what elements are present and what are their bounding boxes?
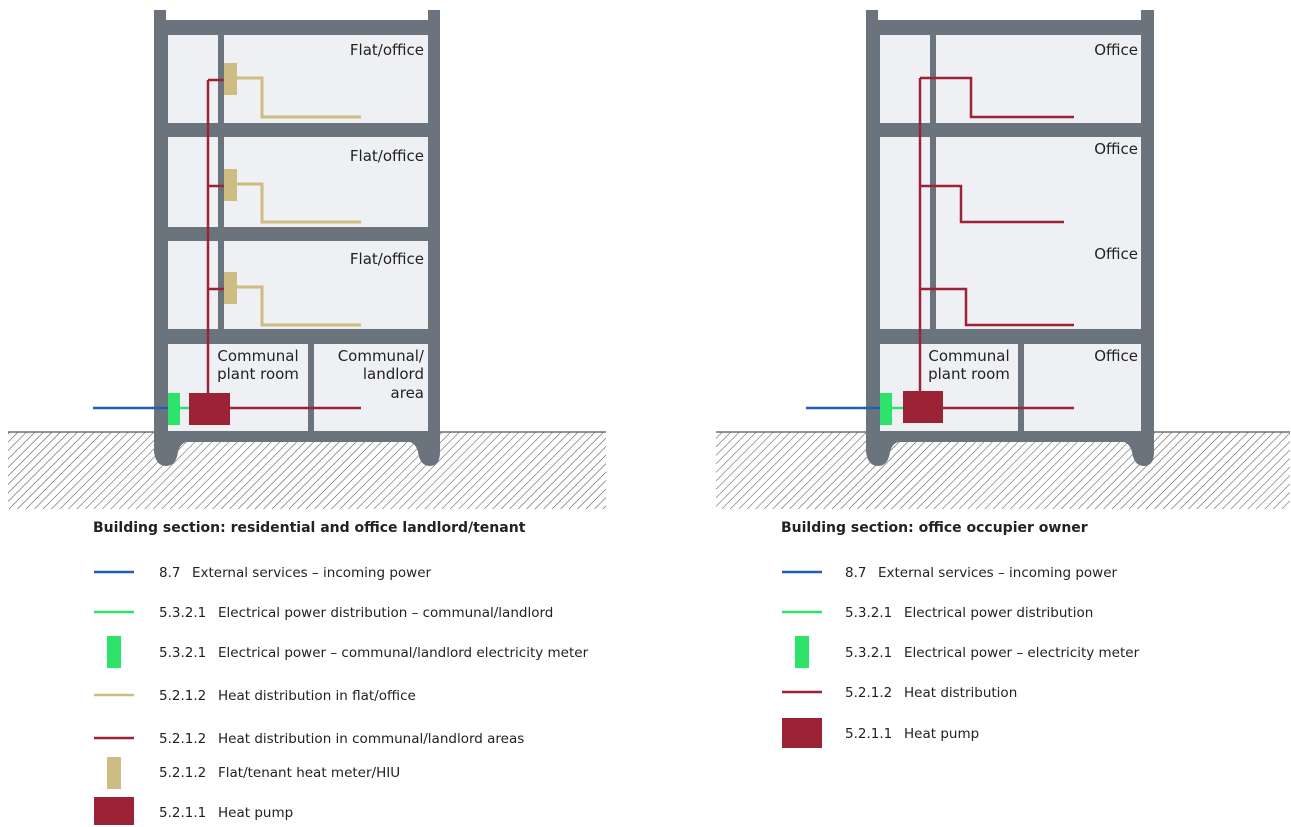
left-legend-text-3: Heat distribution in flat/office [218, 688, 416, 704]
left-heat-meter-f1 [224, 272, 237, 304]
left-heat-distribution-flat [236, 76, 361, 327]
left-legend-swatch-2 [107, 636, 121, 668]
left-label-f1: Flat/office [350, 250, 424, 268]
left-building-section: Flat/office Flat/office Flat/office Comm… [8, 10, 606, 509]
right-label-plant-2: plant room [928, 365, 1010, 383]
right-legend-code-2: 5.3.2.1 [845, 645, 892, 661]
right-legend-swatch-2 [795, 636, 809, 668]
left-heat-meter-f3 [224, 63, 237, 95]
left-heat-distribution-communal [206, 78, 361, 410]
left-legend-text-6: Heat pump [218, 805, 293, 821]
right-room-f2 [936, 137, 1141, 329]
right-label-f2a: Office [1094, 140, 1138, 158]
left-legend: 8.7 External services – incoming power 5… [94, 565, 589, 825]
right-caption: Building section: office occupier owner [781, 520, 1088, 536]
left-legend-text-5: Flat/tenant heat meter/HIU [218, 765, 400, 781]
right-label-f2b: Office [1094, 245, 1138, 263]
right-legend-text-1: Electrical power distribution [904, 605, 1093, 621]
left-label-landlord-2: landlord [363, 365, 424, 383]
right-legend-code-3: 5.2.1.2 [845, 685, 892, 701]
right-legend-swatch-4 [782, 718, 822, 748]
right-heat-pump [903, 391, 943, 423]
right-legend-text-2: Electrical power – electricity meter [904, 645, 1140, 661]
left-legend-swatch-5 [107, 757, 121, 789]
left-legend-code-1: 5.3.2.1 [159, 605, 206, 621]
left-electricity-meter [168, 393, 180, 425]
left-ground-hatch [8, 432, 606, 509]
left-label-f2: Flat/office [350, 147, 424, 165]
left-caption: Building section: residential and office… [93, 520, 526, 536]
left-legend-code-4: 5.2.1.2 [159, 731, 206, 747]
right-building-section: Office Office Office Communal plant room… [716, 10, 1290, 509]
right-legend-code-0: 8.7 [845, 565, 866, 581]
right-legend-code-1: 5.3.2.1 [845, 605, 892, 621]
right-legend-text-4: Heat pump [904, 726, 979, 742]
right-room-f2-left [880, 137, 930, 329]
left-heat-pump [189, 393, 230, 425]
left-legend-code-2: 5.3.2.1 [159, 645, 206, 661]
left-label-plant-2: plant room [217, 365, 299, 383]
right-legend: 8.7 External services – incoming power 5… [782, 565, 1140, 748]
right-heat-distribution [918, 76, 1074, 410]
left-legend-code-3: 5.2.1.2 [159, 688, 206, 704]
right-legend-code-4: 5.2.1.1 [845, 726, 892, 742]
left-room-landlord [314, 344, 428, 431]
left-heat-meter-f2 [224, 169, 237, 201]
left-legend-text-1: Electrical power distribution – communal… [218, 605, 553, 621]
left-room-f2-left [168, 137, 218, 227]
right-label-f3: Office [1094, 41, 1138, 59]
left-room-f1 [224, 241, 428, 329]
left-legend-swatch-6 [94, 797, 134, 825]
left-room-f2 [224, 137, 428, 227]
right-legend-text-0: External services – incoming power [878, 565, 1118, 581]
left-legend-text-2: Electrical power – communal/landlord ele… [218, 645, 589, 661]
right-legend-text-3: Heat distribution [904, 685, 1017, 701]
left-label-landlord-1: Communal/ [338, 347, 425, 365]
right-room-office-ground [1024, 344, 1141, 431]
right-ground-hatch [716, 432, 1290, 509]
right-label-plant-1: Communal [928, 347, 1009, 365]
left-legend-code-6: 5.2.1.1 [159, 805, 206, 821]
left-label-plant-1: Communal [217, 347, 298, 365]
left-label-f3: Flat/office [350, 41, 424, 59]
left-label-landlord-3: area [391, 384, 424, 402]
right-label-ground-office: Office [1094, 347, 1138, 365]
right-electricity-meter [880, 393, 892, 425]
left-legend-text-0: External services – incoming power [192, 565, 432, 581]
left-legend-text-4: Heat distribution in communal/landlord a… [218, 731, 524, 747]
left-legend-code-0: 8.7 [159, 565, 180, 581]
left-legend-code-5: 5.2.1.2 [159, 765, 206, 781]
left-room-f1-left [168, 241, 218, 329]
